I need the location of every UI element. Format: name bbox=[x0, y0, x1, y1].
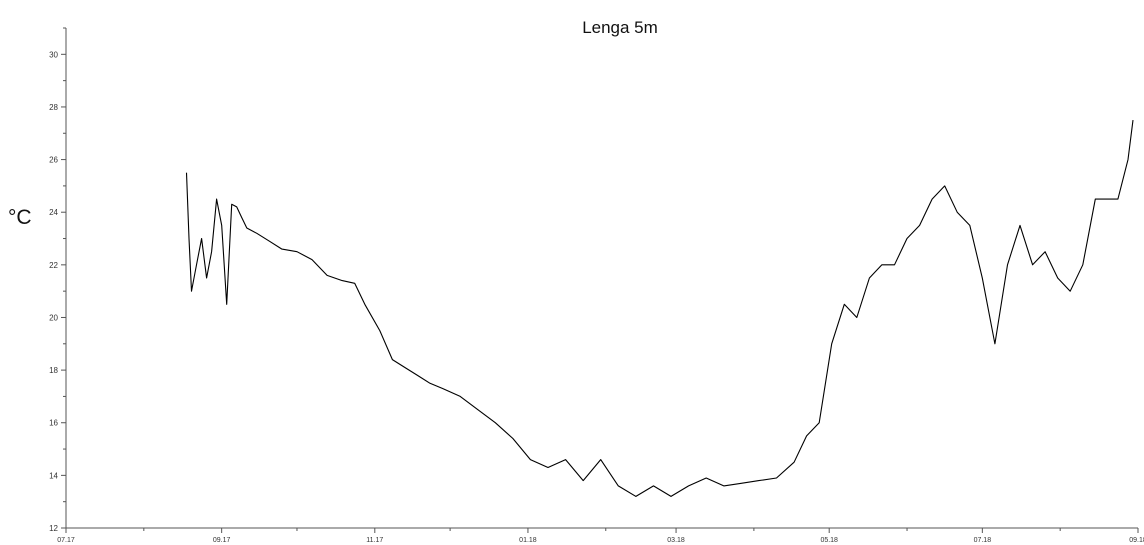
y-tick-label: 16 bbox=[49, 419, 58, 428]
x-tick-label: 01.18 bbox=[519, 537, 537, 544]
series-line-0 bbox=[185, 120, 1134, 497]
chart-title: Lenga 5m bbox=[582, 18, 658, 37]
y-tick-label: 24 bbox=[49, 208, 58, 217]
y-tick-label: 12 bbox=[49, 524, 58, 533]
x-tick-label: 07.17 bbox=[57, 537, 75, 544]
x-tick-label: 11.17 bbox=[366, 537, 383, 544]
y-tick-label: 30 bbox=[49, 50, 58, 59]
y-tick-label: 14 bbox=[49, 471, 58, 480]
y-tick-label: 26 bbox=[49, 156, 58, 165]
x-tick-label: 09.17 bbox=[213, 537, 231, 544]
y-tick-label: 20 bbox=[49, 313, 58, 322]
y-tick-label: 28 bbox=[49, 103, 58, 112]
x-tick-label: 03.18 bbox=[667, 537, 685, 544]
y-tick-label: 18 bbox=[49, 366, 58, 375]
x-tick-label: 07.18 bbox=[974, 537, 992, 544]
y-axis-label: °C bbox=[8, 206, 32, 229]
y-tick-label: 22 bbox=[49, 261, 58, 270]
x-tick-label: 05.18 bbox=[820, 537, 838, 544]
x-tick-label: 09.18 bbox=[1129, 537, 1144, 544]
